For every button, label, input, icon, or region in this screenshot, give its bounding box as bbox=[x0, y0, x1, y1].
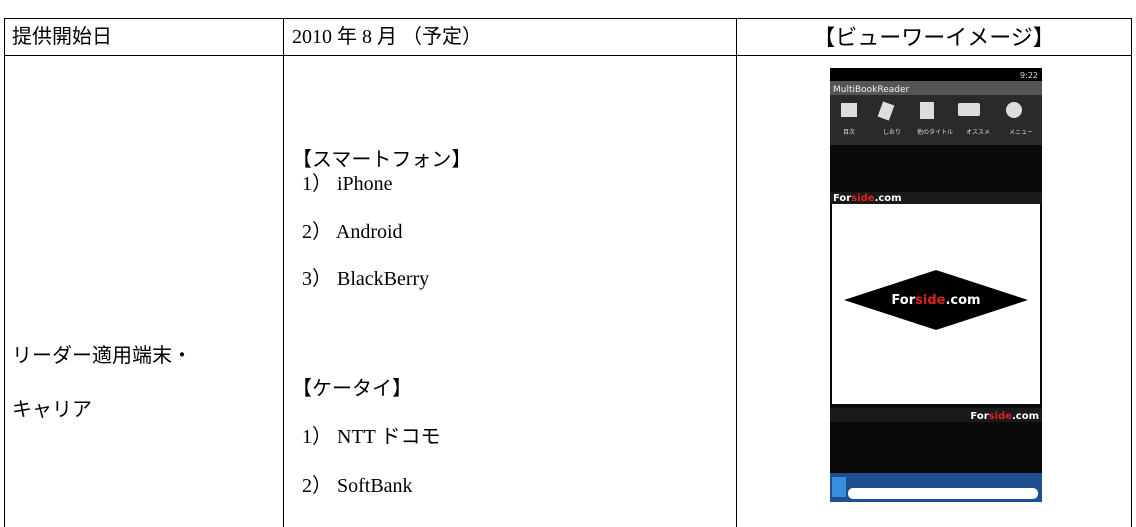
icon bbox=[958, 103, 980, 116]
phone-screenshot: 9:22 MultiBookReader 目次 しおり 他のタイトル オススメ メニュー… bbox=[830, 68, 1042, 502]
menu-icons bbox=[841, 101, 1022, 121]
menu-label: しおり bbox=[883, 129, 901, 136]
list-item: 1） iPhone bbox=[302, 173, 393, 195]
cell bbox=[4, 55, 284, 527]
icon bbox=[920, 102, 934, 119]
menu-label: 他のタイトル bbox=[917, 128, 953, 136]
logo: Forside.com bbox=[891, 293, 980, 308]
list-item: 2） SoftBank bbox=[302, 475, 413, 497]
logo-strip bbox=[830, 408, 1042, 422]
search-field bbox=[848, 488, 1038, 499]
status-bar bbox=[830, 68, 1042, 81]
icon bbox=[1006, 102, 1022, 118]
diamond bbox=[844, 270, 1028, 330]
header-cell: 【ビューワーイメージ】 bbox=[813, 25, 1055, 50]
list-item: 3） BlackBerry bbox=[302, 268, 430, 290]
list-heading: 【ケータイ】 bbox=[292, 378, 412, 400]
logo: Forside.com bbox=[833, 193, 902, 204]
menu-bar bbox=[830, 95, 1042, 145]
list-item: 1） NTT ドコモ bbox=[302, 426, 441, 448]
menu-label: 目次 bbox=[843, 128, 855, 136]
cell bbox=[283, 55, 737, 527]
status-time: 9:22 bbox=[1020, 71, 1038, 80]
icon bbox=[877, 101, 895, 121]
cell bbox=[736, 55, 1132, 527]
menu-label: メニュー bbox=[1009, 129, 1033, 136]
logo-strip bbox=[830, 192, 1042, 204]
row-label: リーダー適用端末・ bbox=[12, 345, 192, 367]
list-item: 2） Android bbox=[302, 221, 403, 243]
title-bar bbox=[830, 81, 1042, 95]
app-title: MultiBookReader bbox=[833, 85, 910, 95]
menu-label: オススメ bbox=[966, 129, 990, 136]
list-heading: 【スマートフォン】 bbox=[292, 149, 472, 171]
logo: Forside.com bbox=[970, 411, 1039, 422]
row-label: キャリア bbox=[12, 399, 92, 421]
search-icon bbox=[832, 477, 846, 497]
header-cell: 提供開始日 bbox=[12, 26, 112, 48]
icon bbox=[841, 103, 857, 117]
header-cell: 2010 年 8 月 （予定） bbox=[292, 26, 482, 48]
